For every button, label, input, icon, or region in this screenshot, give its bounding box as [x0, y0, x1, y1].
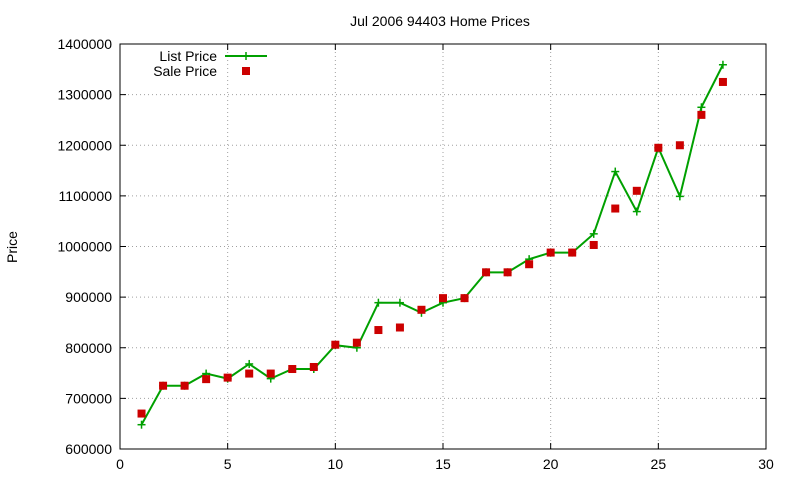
list-price-point	[137, 420, 146, 429]
sale-price-point	[266, 369, 275, 378]
x-tick-label: 30	[758, 456, 774, 472]
series	[137, 60, 727, 429]
y-tick-label: 1300000	[57, 87, 112, 103]
series-2	[137, 77, 727, 418]
y-tick-label: 1400000	[57, 36, 112, 52]
sale-price-point	[654, 143, 663, 152]
sale-price-point	[159, 381, 168, 390]
sale-price-point	[632, 186, 641, 195]
sale-price-point	[460, 294, 469, 303]
y-tick-label: 900000	[65, 289, 112, 305]
list-price-point	[611, 167, 620, 176]
sale-price-point	[352, 338, 361, 347]
sale-price-point	[202, 375, 211, 384]
list-price-point	[675, 192, 684, 201]
legend-marker	[242, 52, 250, 60]
sale-price-point	[525, 260, 534, 269]
sale-price-point	[546, 248, 555, 257]
sale-price-point	[223, 373, 232, 382]
sale-price-point	[180, 381, 189, 390]
sale-price-point	[675, 141, 684, 150]
x-tick-label: 25	[651, 456, 667, 472]
y-tick-label: 600000	[65, 441, 112, 457]
sale-price-point	[589, 240, 598, 249]
x-tick-label: 0	[116, 456, 124, 472]
sale-price-point	[374, 326, 383, 335]
list-price-point	[718, 60, 727, 69]
list-price-line	[140, 64, 724, 426]
sale-price-point	[718, 77, 727, 86]
y-tick-label: 1200000	[57, 137, 112, 153]
sale-price-point	[482, 268, 491, 277]
x-tick-label: 10	[328, 456, 344, 472]
chart-title: Jul 2006 94403 Home Prices	[350, 13, 530, 29]
sale-price-point	[611, 204, 620, 213]
sale-price-point	[417, 305, 426, 314]
series-1	[137, 60, 727, 429]
legend-label: Sale Price	[153, 63, 217, 79]
x-tick-label: 15	[435, 456, 451, 472]
sale-price-point	[439, 294, 447, 303]
plot-frame	[119, 43, 767, 450]
sale-price-point	[288, 365, 297, 374]
y-tick-label: 700000	[65, 390, 112, 406]
y-axis-label: Price	[4, 231, 20, 263]
y-tick-label: 1100000	[59, 188, 113, 204]
sale-price-point	[245, 369, 254, 378]
list-price-point	[589, 229, 598, 238]
y-tick-label: 800000	[65, 340, 112, 356]
sale-price-point	[568, 248, 577, 257]
legend-label: List Price	[159, 48, 217, 64]
x-tick-label: 20	[543, 456, 559, 472]
list-price-point	[697, 103, 706, 112]
list-price-point	[245, 359, 254, 368]
axis-ticks: 0 5 10 15 20 25 30 600000 700000 800000 900000 1000…	[57, 36, 774, 472]
sale-price-point	[697, 110, 706, 119]
sale-price-point	[395, 323, 404, 332]
grid	[120, 44, 766, 449]
list-price-point	[395, 298, 404, 307]
list-price-point	[632, 207, 641, 216]
y-tick-label: 1000000	[57, 239, 112, 255]
x-tick-label: 5	[224, 456, 232, 472]
list-price-point	[374, 298, 383, 307]
sale-price-point	[137, 409, 146, 418]
sale-price-point	[331, 340, 340, 349]
sale-price-point	[503, 268, 512, 277]
sale-price-point	[309, 362, 318, 371]
legend-marker	[242, 67, 250, 75]
